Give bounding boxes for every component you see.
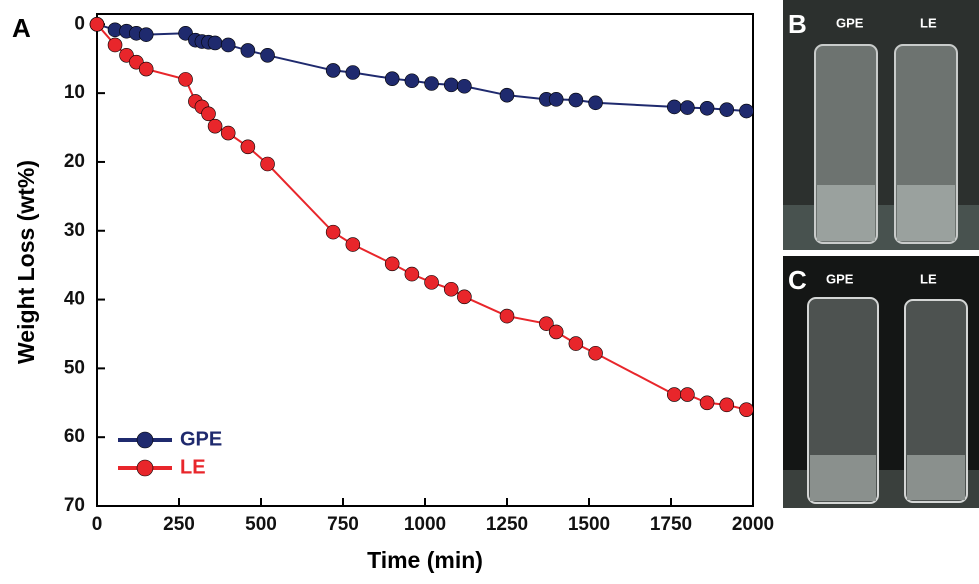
data-point (424, 275, 439, 290)
data-point (548, 92, 564, 107)
x-tick-label: 1250 (486, 514, 528, 535)
data-point (548, 324, 564, 340)
photo-c (783, 256, 979, 508)
data-point (588, 345, 603, 361)
data-point (220, 125, 236, 141)
data-point (699, 395, 715, 411)
data-point (739, 402, 754, 417)
data-point (457, 289, 472, 305)
data-point (699, 100, 715, 116)
photo-caption: GPE (826, 271, 854, 286)
data-point (443, 281, 459, 297)
data-point (89, 17, 105, 32)
data-point (138, 27, 154, 42)
data-point (107, 37, 123, 53)
x-tick-label: 0 (92, 514, 103, 535)
data-point (345, 65, 361, 80)
x-tick-label: 1750 (650, 514, 692, 535)
data-point (719, 397, 735, 413)
y-tick-label: 30 (64, 220, 85, 241)
photo-caption: LE (920, 15, 937, 30)
y-tick-label: 60 (64, 426, 85, 447)
photo-b (783, 0, 979, 250)
x-tick-label: 750 (327, 514, 359, 535)
photo-caption: LE (920, 271, 937, 286)
x-tick-label: 500 (245, 514, 277, 535)
data-point (680, 387, 695, 402)
data-point (404, 73, 420, 89)
photo-label: B (788, 9, 807, 39)
legend-marker (136, 459, 154, 477)
data-point (240, 139, 256, 155)
data-point (384, 256, 400, 272)
data-point (680, 100, 695, 115)
data-point (325, 224, 341, 240)
data-point (404, 266, 420, 282)
photo-label: C (788, 265, 807, 295)
data-point (568, 92, 584, 108)
legend-label: GPE (180, 428, 222, 450)
data-point (719, 102, 735, 117)
data-point (207, 118, 223, 134)
data-point (666, 99, 682, 115)
panel-label: A (12, 13, 31, 43)
y-tick-label: 50 (64, 357, 85, 378)
data-point (138, 61, 154, 77)
data-point (499, 308, 515, 324)
y-tick-label: 10 (64, 82, 85, 103)
y-axis-label: Weight Loss (wt%) (13, 160, 39, 364)
x-tick-label: 2000 (732, 514, 774, 535)
data-point (424, 76, 439, 91)
data-point (539, 316, 554, 331)
y-tick-label: 20 (64, 151, 85, 172)
data-point (588, 95, 603, 111)
data-point (260, 156, 275, 172)
data-point (666, 387, 682, 402)
data-point (499, 87, 515, 103)
photo-caption: GPE (836, 15, 864, 30)
data-point (325, 63, 341, 78)
x-tick-label: 250 (163, 514, 195, 535)
x-tick-label: 1000 (404, 514, 446, 535)
y-tick-label: 40 (64, 289, 85, 310)
data-point (260, 47, 275, 63)
data-point (568, 336, 584, 351)
legend-label: LE (180, 456, 206, 478)
data-point (240, 43, 256, 58)
data-point (739, 103, 754, 119)
data-point (384, 71, 400, 86)
data-point (201, 106, 216, 122)
data-point (220, 37, 236, 53)
data-point (178, 72, 193, 87)
x-tick-label: 1500 (568, 514, 610, 535)
legend-marker (136, 431, 154, 449)
x-axis-label: Time (min) (367, 547, 483, 573)
y-tick-label: 70 (64, 495, 85, 516)
data-point (207, 35, 223, 51)
data-point (345, 237, 361, 252)
data-point (457, 78, 472, 94)
data-point (443, 77, 459, 93)
y-tick-label: 0 (74, 13, 85, 34)
